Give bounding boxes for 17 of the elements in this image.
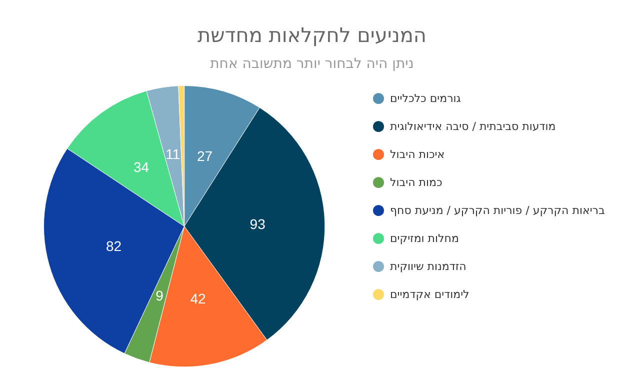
legend-label: גורמים כלכליים [390,92,462,105]
data-label: 34 [133,159,150,175]
data-label: 42 [190,290,206,306]
legend-label: מחלות ומזיקים [390,232,459,245]
data-label: 27 [196,148,213,164]
data-label: 93 [250,216,266,232]
chart-subtitle: ניתן היה לבחור יותר מתשובה אחת [210,56,414,72]
data-label: 9 [156,287,164,304]
legend-label: איכות היבול [390,148,445,161]
legend-label: מודעות סביבתית / סיבה אידיאולוגית [390,120,556,133]
legend-label: בריאות הקרקע / פוריות הקרקע / מניעת סחף [390,204,605,217]
legend-label: לימודים אקדמיים [390,288,470,301]
chart-title: המניעים לחקלאות מחדשת [198,23,426,47]
data-label: 11 [166,146,180,162]
legend-label: הזדמנות שיווקית [390,260,466,273]
data-label: 82 [106,238,122,254]
legend-label: כמות היבול [390,176,442,189]
